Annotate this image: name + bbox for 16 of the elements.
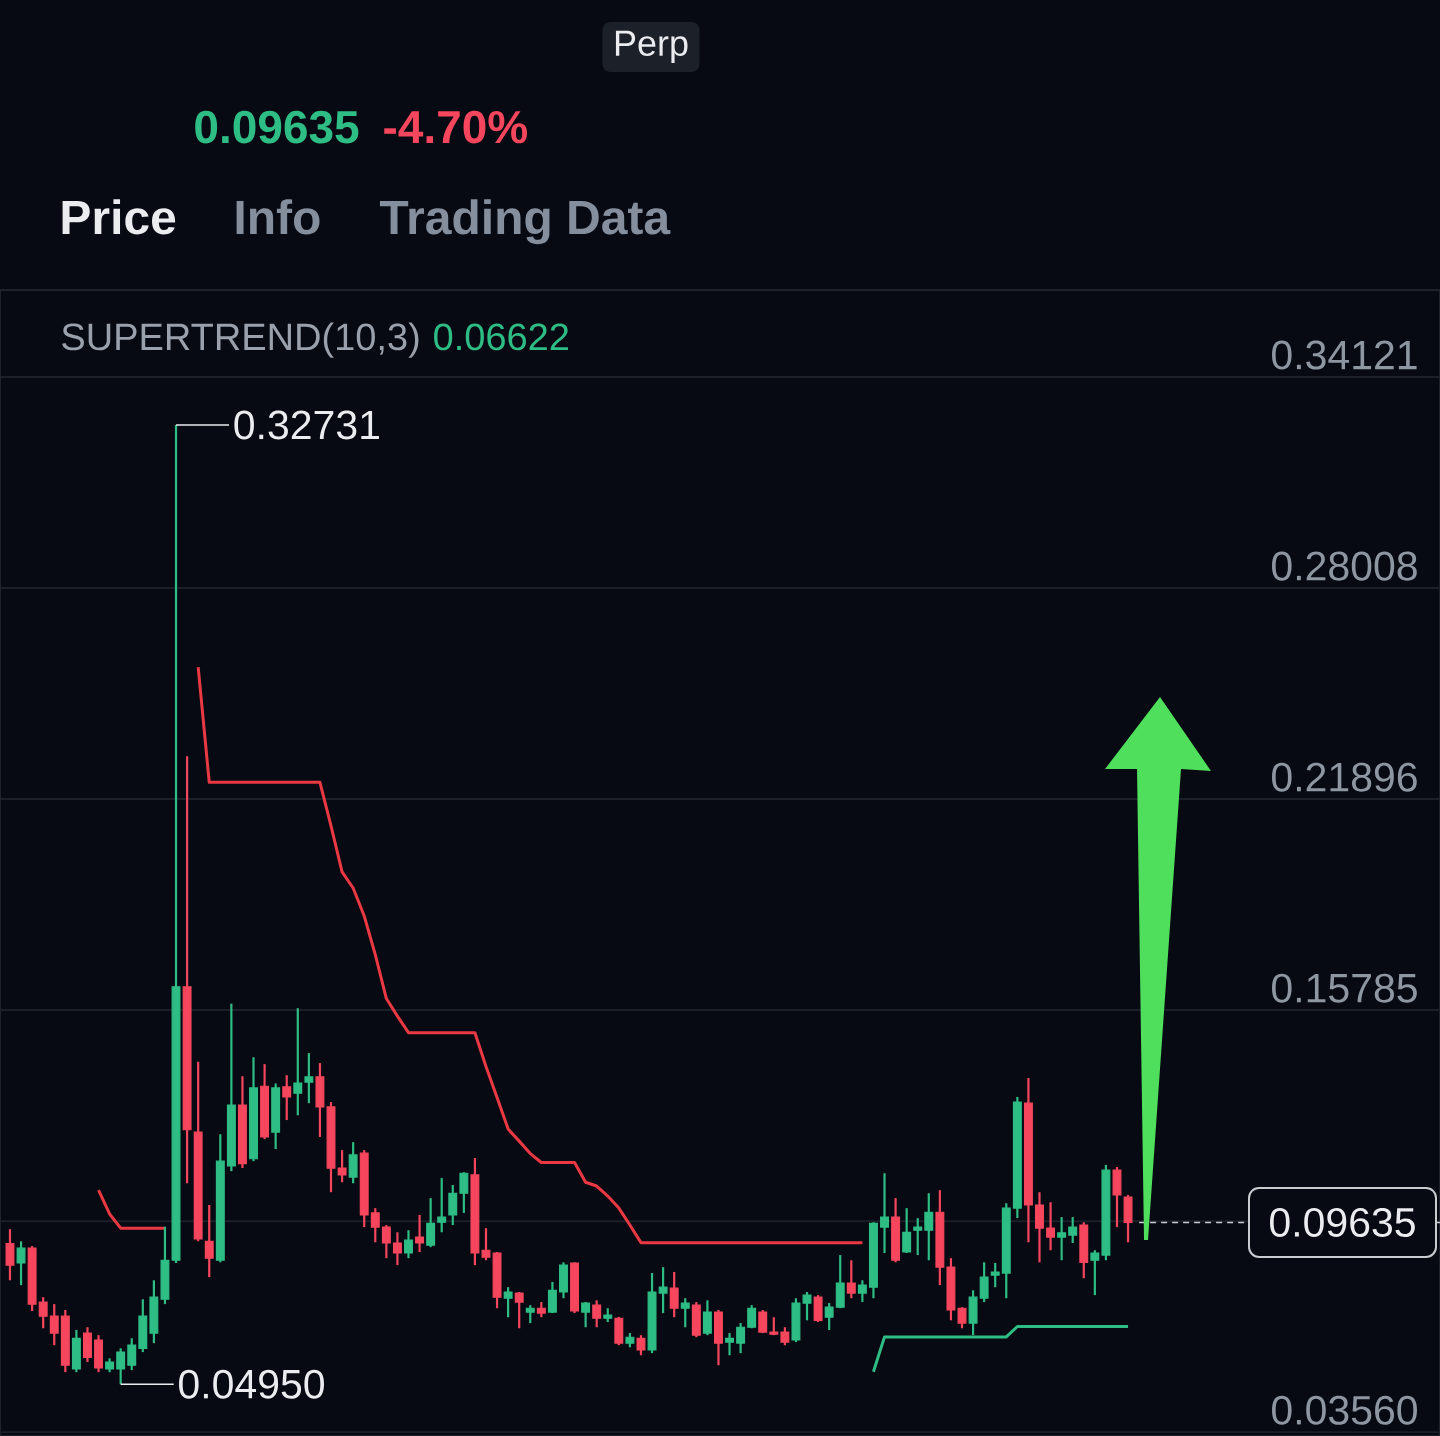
y-tick-label: 0.34121 — [1272, 340, 1417, 370]
text: 0.09635 — [195, 110, 359, 144]
annotation: 0.32731 — [234, 410, 379, 440]
text: Perp — [615, 30, 688, 64]
ref-line-label: 0.09635 — [1270, 1207, 1415, 1237]
y-tick-label: 0.21896 — [1272, 762, 1417, 792]
y-tick-label: 0.15785 — [1272, 973, 1417, 1003]
y-tick-label: 0.03560 — [1272, 1395, 1417, 1425]
text: Info — [236, 199, 320, 235]
annotation: 0.06622 — [434, 323, 569, 351]
text: -4.70% — [384, 110, 528, 144]
text: Trading Data — [379, 199, 671, 245]
annotation: SUPERTREND(10,3) — [62, 322, 419, 358]
text: Price — [62, 199, 176, 235]
y-tick-label: 0.28008 — [1272, 551, 1417, 581]
annotation: 0.04950 — [179, 1369, 325, 1399]
